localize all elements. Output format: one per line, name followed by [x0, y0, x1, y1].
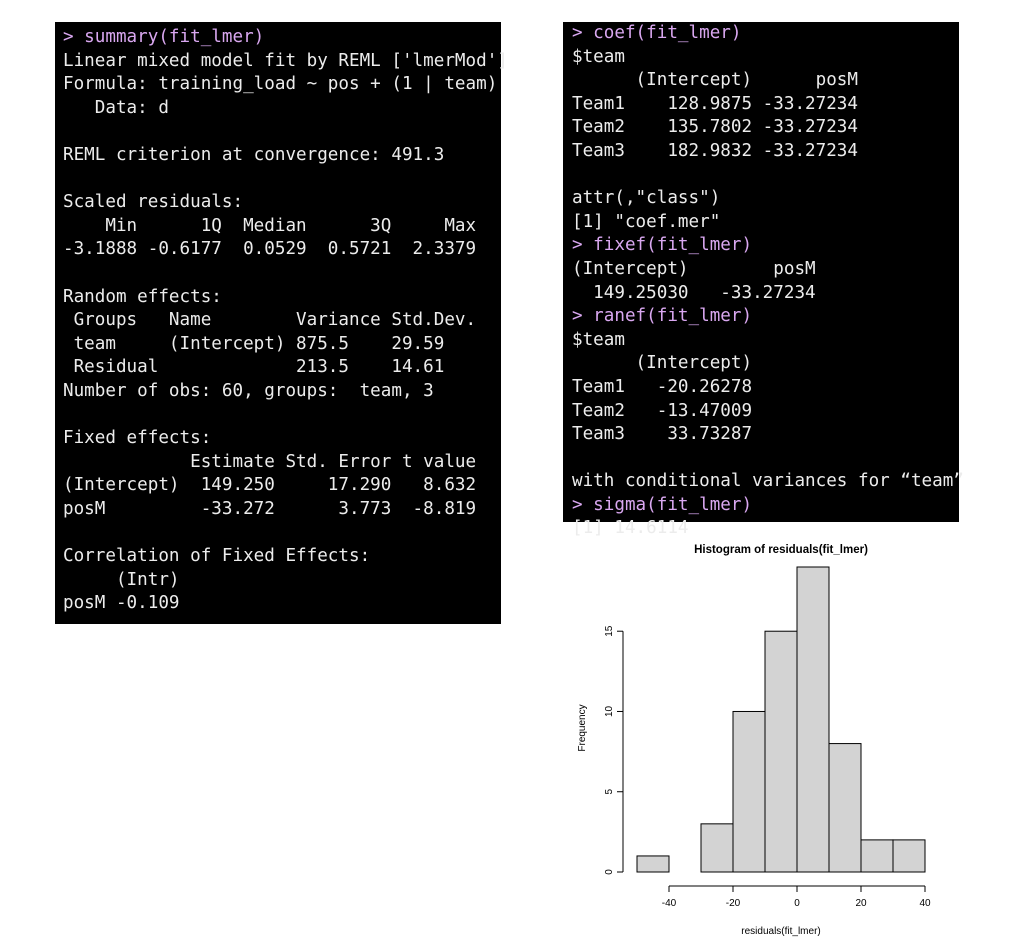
console-output-line: Groups Name Variance Std.Dev.: [63, 310, 477, 331]
console-output-line: (Intercept) posM: [572, 258, 816, 279]
console-output-line: (Intr): [63, 569, 180, 590]
chart-ylabel: Frequency: [577, 704, 588, 751]
histogram-bar: [860, 839, 894, 873]
console-output-line: $team: [572, 329, 625, 350]
console-output-line: Team3 33.73287: [572, 424, 753, 445]
console-output-line: Team3 182.9832 -33.27234: [572, 140, 858, 161]
console-output-line: [63, 404, 501, 428]
chart-title: Histogram of residuals(fit_lmer): [694, 544, 868, 556]
console-output-line: [63, 120, 501, 144]
console-output-line: [63, 521, 501, 545]
x-tick-label: -40: [662, 898, 677, 909]
console-output-line: attr(,"class"): [572, 188, 721, 209]
console-output-line: Min 1Q Median 3Q Max: [63, 215, 477, 236]
y-tick-label: 0: [604, 869, 615, 875]
console-output-line: Data: d: [63, 97, 169, 118]
console-left: > summary(fit_lmer) Linear mixed model fi…: [55, 22, 508, 624]
histogram-bar: [636, 855, 670, 873]
x-axis: -40 -20 0 20 40: [662, 885, 931, 909]
console-command: > sigma(fit_lmer): [572, 494, 753, 515]
console-output-line: 149.25030 -33.27234: [572, 282, 816, 303]
console-output-line: Correlation of Fixed Effects:: [63, 546, 371, 567]
histogram-bar: [764, 630, 798, 873]
console-output-line: [63, 168, 501, 192]
console-output-line: (Intercept) 149.250 17.290 8.632: [63, 475, 477, 496]
y-tick-label: 15: [604, 625, 615, 637]
console-output-line: [1] "coef.mer": [572, 211, 721, 232]
console-right: > coef(fit_lmer) $team (Intercept) posM Te…: [563, 22, 964, 538]
console-output-line: [572, 447, 959, 471]
console-output-line: -3.1888 -0.6177 0.0529 0.5721 2.3379: [63, 239, 477, 260]
console-output-line: with conditional variances for “team”: [572, 471, 964, 492]
console-output-line: Team1 128.9875 -33.27234: [572, 93, 858, 114]
console-output-line: (Intercept) posM: [572, 70, 858, 91]
console-output-line: [1] 14.6114: [572, 518, 689, 539]
x-tick-label: 40: [919, 898, 931, 909]
x-tick-label: 0: [794, 898, 800, 909]
histogram-bar: [732, 710, 766, 873]
histogram-bar: [700, 823, 734, 873]
console-command: > ranef(fit_lmer): [572, 306, 753, 327]
console-output-line: Team1 -20.26278: [572, 376, 753, 397]
console-output-line: [63, 262, 501, 286]
histogram-bars: [636, 566, 926, 873]
console-output-line: Estimate Std. Error t value: [63, 451, 477, 472]
y-axis: 0 5 10 15: [604, 625, 624, 875]
y-tick-label: 10: [604, 705, 615, 717]
console-output-line: REML criterion at convergence: 491.3: [63, 144, 445, 165]
console-output-line: Number of obs: 60, groups: team, 3: [63, 380, 434, 401]
console-output-line: posM -0.109: [63, 593, 180, 614]
console-command: > fixef(fit_lmer): [572, 235, 753, 256]
console-output-line: Team2 -13.47009: [572, 400, 753, 421]
console-output-line: Linear mixed model fit by REML ['lmerMod…: [63, 50, 508, 71]
histogram-bar: [796, 566, 830, 873]
console-output-line: $team: [572, 46, 625, 67]
console-command: > summary(fit_lmer): [63, 27, 265, 47]
console-output-line: Scaled residuals:: [63, 192, 244, 213]
console-output-line: (Intercept): [572, 353, 753, 374]
console-output-line: posM -33.272 3.773 -8.819: [63, 498, 477, 519]
console-output-line: team (Intercept) 875.5 29.59: [63, 333, 445, 354]
x-tick-label: -20: [726, 898, 741, 909]
console-output-line: Random effects:: [63, 286, 222, 307]
console-output-line: [572, 164, 959, 188]
residuals-histogram: Histogram of residuals(fit_lmer) residua…: [577, 544, 931, 937]
x-tick-label: 20: [855, 898, 867, 909]
histogram-bar: [892, 839, 926, 873]
histogram-bar: [828, 743, 862, 873]
console-output-line: Fixed effects:: [63, 428, 212, 449]
y-tick-label: 5: [604, 789, 615, 795]
chart-xlabel: residuals(fit_lmer): [741, 926, 820, 937]
console-output-line: Formula: training_load ~ pos + (1 | team…: [63, 74, 498, 95]
console-output-line: Team2 135.7802 -33.27234: [572, 117, 858, 138]
console-output-line: Residual 213.5 14.61: [63, 357, 445, 378]
console-command: > coef(fit_lmer): [572, 23, 742, 43]
